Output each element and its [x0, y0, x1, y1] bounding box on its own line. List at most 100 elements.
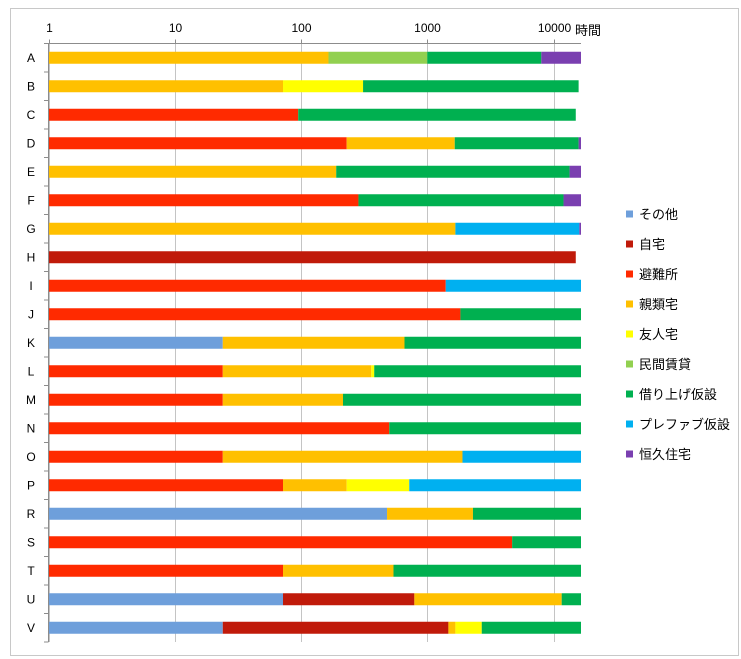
bar-c-series-7	[298, 108, 576, 121]
bar-b-series-5	[283, 80, 364, 93]
bar-v-series-2	[222, 621, 449, 634]
category-label: M	[26, 393, 36, 407]
bar-p-series-8	[409, 479, 581, 492]
category-label: U	[27, 592, 36, 606]
bar-i-series-3	[48, 279, 446, 292]
bar-i-series-8	[445, 279, 581, 292]
legend-swatch	[626, 240, 633, 248]
bar-u-series-1	[48, 593, 284, 606]
bar-v-series-1	[48, 621, 223, 634]
category-label: N	[27, 421, 36, 435]
category-label: J	[28, 307, 34, 321]
category-label: L	[28, 364, 35, 378]
bar-m-series-4	[222, 393, 343, 406]
bar-t-series-7	[393, 564, 581, 577]
legend-label: 借り上げ仮設	[639, 387, 717, 402]
x-tick-label: 10	[169, 21, 183, 35]
bar-r-series-1	[48, 507, 388, 520]
bar-c-series-3	[48, 108, 299, 121]
bar-p-series-4	[283, 479, 347, 492]
bar-s-series-3	[48, 536, 513, 549]
bar-d-series-4	[346, 137, 455, 150]
bar-f-series-3	[48, 194, 359, 207]
legend-label: 親類宅	[639, 297, 678, 312]
bar-a-series-6	[328, 51, 428, 64]
bar-l-series-4	[222, 365, 372, 378]
bar-n-series-3	[48, 422, 390, 435]
bar-l-series-7	[374, 365, 581, 378]
bar-j-series-7	[460, 308, 581, 321]
x-axis-ticks: 1 10 100 1000 10000	[46, 21, 572, 44]
bar-k-series-4	[222, 336, 405, 349]
bar-m-series-7	[342, 393, 581, 406]
legend-swatch	[626, 270, 633, 278]
bar-b-series-7	[363, 80, 579, 93]
category-label: F	[27, 193, 34, 207]
category-label: R	[27, 507, 36, 521]
bar-o-series-4	[222, 450, 463, 463]
bar-s-series-7	[512, 536, 581, 549]
x-axis-unit-label: 時間	[575, 23, 601, 38]
bar-d-series-9	[578, 137, 581, 150]
bar-r-series-4	[387, 507, 473, 520]
bar-l-series-5	[371, 365, 375, 378]
bar-d-series-7	[454, 137, 579, 150]
bar-u-series-2	[283, 593, 415, 606]
bar-e-series-4	[48, 165, 337, 178]
legend-swatch	[626, 300, 633, 308]
legend-label: 恒久住宅	[639, 447, 691, 462]
bar-g-series-9	[579, 222, 581, 235]
x-tick-label: 1000	[414, 21, 441, 35]
bar-b-series-4	[48, 80, 284, 93]
bar-f-series-7	[358, 194, 564, 207]
legend-swatch	[626, 420, 633, 428]
category-label: C	[27, 108, 36, 122]
bars	[48, 51, 581, 634]
bar-m-series-3	[48, 393, 223, 406]
bar-t-series-3	[48, 564, 284, 577]
category-label: D	[27, 136, 36, 150]
bar-k-series-1	[48, 336, 223, 349]
category-label: B	[27, 79, 35, 93]
bar-v-series-7	[481, 621, 581, 634]
bar-t-series-4	[283, 564, 394, 577]
category-label: K	[27, 336, 35, 350]
category-label: E	[27, 165, 35, 179]
category-label: S	[27, 535, 35, 549]
bar-f-series-9	[563, 194, 581, 207]
legend-label: 友人宅	[639, 327, 678, 342]
legend-swatch	[626, 360, 633, 368]
legend-label: 民間賃貸	[639, 357, 691, 372]
category-axis: AB CD EF GH IJ KL MN OP RS TU V	[26, 43, 49, 643]
legend-label: プレファブ仮設	[639, 417, 730, 432]
bar-j-series-3	[48, 308, 461, 321]
bar-e-series-9	[569, 165, 581, 178]
bar-p-series-3	[48, 479, 284, 492]
bar-u-series-7	[561, 593, 581, 606]
category-label: V	[27, 621, 35, 635]
category-label: G	[26, 222, 35, 236]
bar-a-series-9	[541, 51, 581, 64]
legend-label: 避難所	[639, 267, 678, 282]
legend-label: その他	[639, 207, 678, 222]
legend-swatch	[626, 390, 633, 398]
bar-e-series-7	[336, 165, 570, 178]
bar-h-series-2	[48, 251, 576, 264]
bar-g-series-8	[455, 222, 580, 235]
bar-a-series-4	[48, 51, 329, 64]
x-tick-label: 100	[291, 21, 311, 35]
category-label: H	[27, 250, 36, 264]
category-label: T	[27, 564, 35, 578]
bar-v-series-4	[448, 621, 456, 634]
bar-v-series-5	[455, 621, 482, 634]
bar-r-series-7	[472, 507, 581, 520]
legend-swatch	[626, 330, 633, 338]
legend-swatch	[626, 210, 633, 218]
category-label: P	[27, 478, 35, 492]
bar-n-series-7	[389, 422, 581, 435]
category-label: O	[26, 450, 35, 464]
bar-p-series-5	[346, 479, 410, 492]
legend-swatch	[626, 450, 633, 458]
